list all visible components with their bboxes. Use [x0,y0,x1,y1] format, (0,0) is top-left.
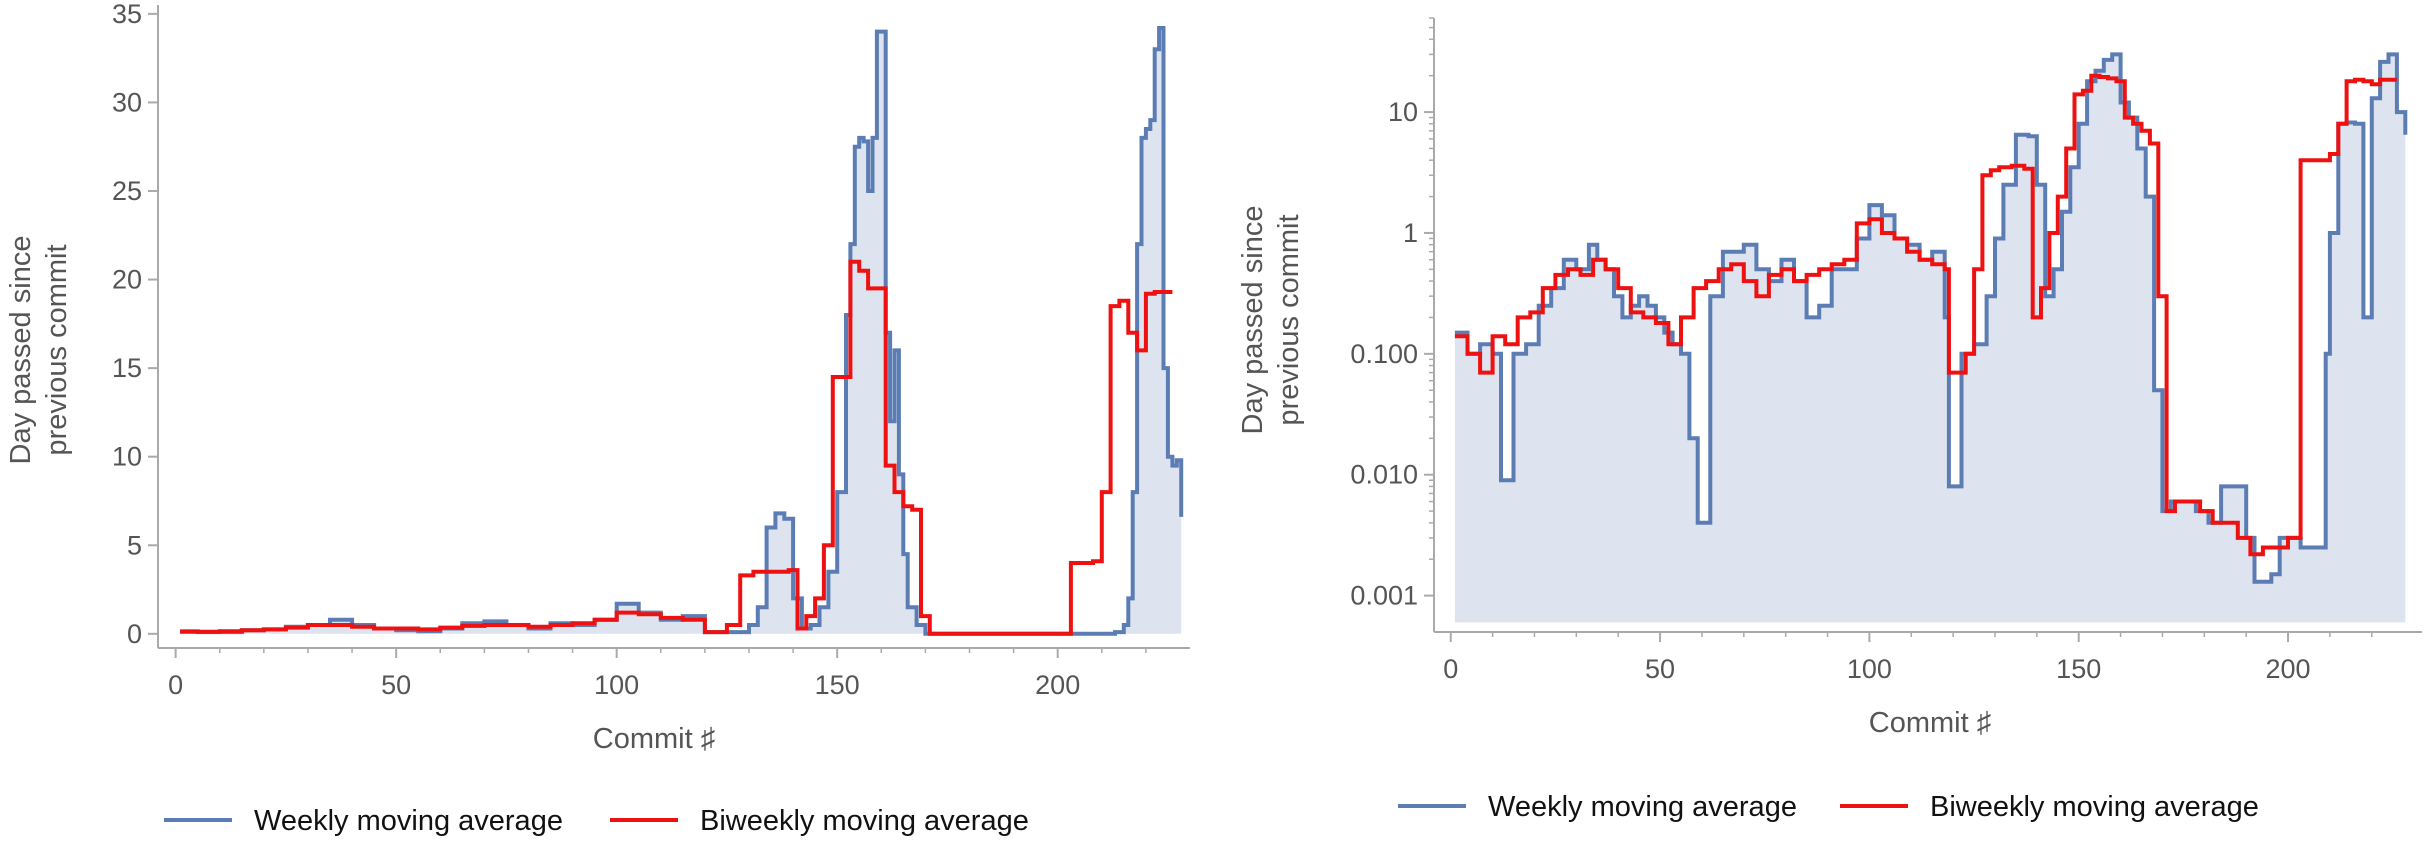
log-chart: 0.001 0.010 0.100 1 10 0 50 100 150 200 Day pass… [1237,17,2422,823]
linear-chart-x-tick-label: 50 [381,670,411,700]
log-chart-x-ticks: 0 50 100 150 200 [1443,632,2373,684]
linear-chart-y-tick-label: 15 [112,353,142,383]
linear-chart-x-tick-label: 200 [1035,670,1080,700]
linear-chart-y-tick-label: 10 [112,442,142,472]
linear-chart-y-axis-title-line1: Day passed since [5,236,37,465]
log-chart-weekly-area [1454,54,2406,623]
log-chart-y-axis-title-line1: Day passed since [1237,206,1269,435]
linear-chart-y-tick-label: 30 [112,87,142,117]
legend-label-biweekly: Biweekly moving average [1930,791,2259,823]
linear-chart-x-tick-label: 100 [594,670,639,700]
log-chart-x-tick-label: 100 [1847,654,1892,684]
linear-chart-x-ticks: 0 50 100 150 200 [168,648,1147,700]
linear-chart-x-tick-label: 0 [168,670,183,700]
linear-chart-series-weekly-line [180,26,1184,636]
log-chart-plot-area [1454,52,2408,623]
log-chart-y-tick-label: 0.100 [1350,339,1418,369]
legend-label-weekly: Weekly moving average [1488,791,1797,823]
linear-chart-y-tick-label: 35 [112,0,142,29]
legend-label-biweekly: Biweekly moving average [700,805,1029,837]
log-chart-series-weekly-line [1454,52,2408,584]
log-chart-y-axis-title-line2: previous commit [1273,214,1305,425]
log-chart-x-tick-label: 0 [1443,654,1458,684]
linear-chart-legend: Weekly moving average Biweekly moving av… [164,805,1029,837]
log-chart-x-tick-label: 200 [2266,654,2311,684]
linear-chart-y-tick-label: 0 [127,619,142,649]
legend-item-biweekly: Biweekly moving average [1840,791,2259,823]
linear-chart-weekly-area [180,28,1182,634]
linear-chart: 0 5 10 15 20 25 30 35 0 50 100 150 200 Day passed s… [5,0,1190,837]
linear-chart-y-tick-label: 25 [112,176,142,206]
linear-chart-y-ticks: 0 5 10 15 20 25 30 35 [112,0,158,649]
linear-chart-y-axis-title-line2: previous commit [41,244,73,455]
linear-chart-x-tick-label: 150 [815,670,860,700]
log-chart-y-tick-label: 10 [1388,97,1418,127]
linear-chart-series-biweekly-line [180,259,1173,636]
log-chart-x-axis-title: Commit ♯ [1869,707,1991,739]
legend-item-weekly: Weekly moving average [164,805,563,837]
log-chart-y-tick-label: 0.001 [1350,581,1418,611]
log-chart-series-biweekly-line [1454,73,2397,557]
log-chart-y-tick-label: 0.010 [1350,460,1418,490]
linear-chart-y-tick-label: 20 [112,265,142,295]
legend-label-weekly: Weekly moving average [254,805,563,837]
log-chart-x-tick-label: 50 [1645,654,1675,684]
log-chart-y-tick-label: 1 [1403,218,1418,248]
log-chart-legend: Weekly moving average Biweekly moving av… [1398,791,2259,823]
linear-chart-plot-area [180,26,1184,636]
legend-item-weekly: Weekly moving average [1398,791,1797,823]
legend-item-biweekly: Biweekly moving average [610,805,1029,837]
log-chart-y-ticks: 0.001 0.010 0.100 1 10 [1350,17,1434,611]
log-chart-x-tick-label: 150 [2056,654,2101,684]
linear-chart-x-axis-title: Commit ♯ [593,723,715,755]
linear-chart-y-tick-label: 5 [127,530,142,560]
